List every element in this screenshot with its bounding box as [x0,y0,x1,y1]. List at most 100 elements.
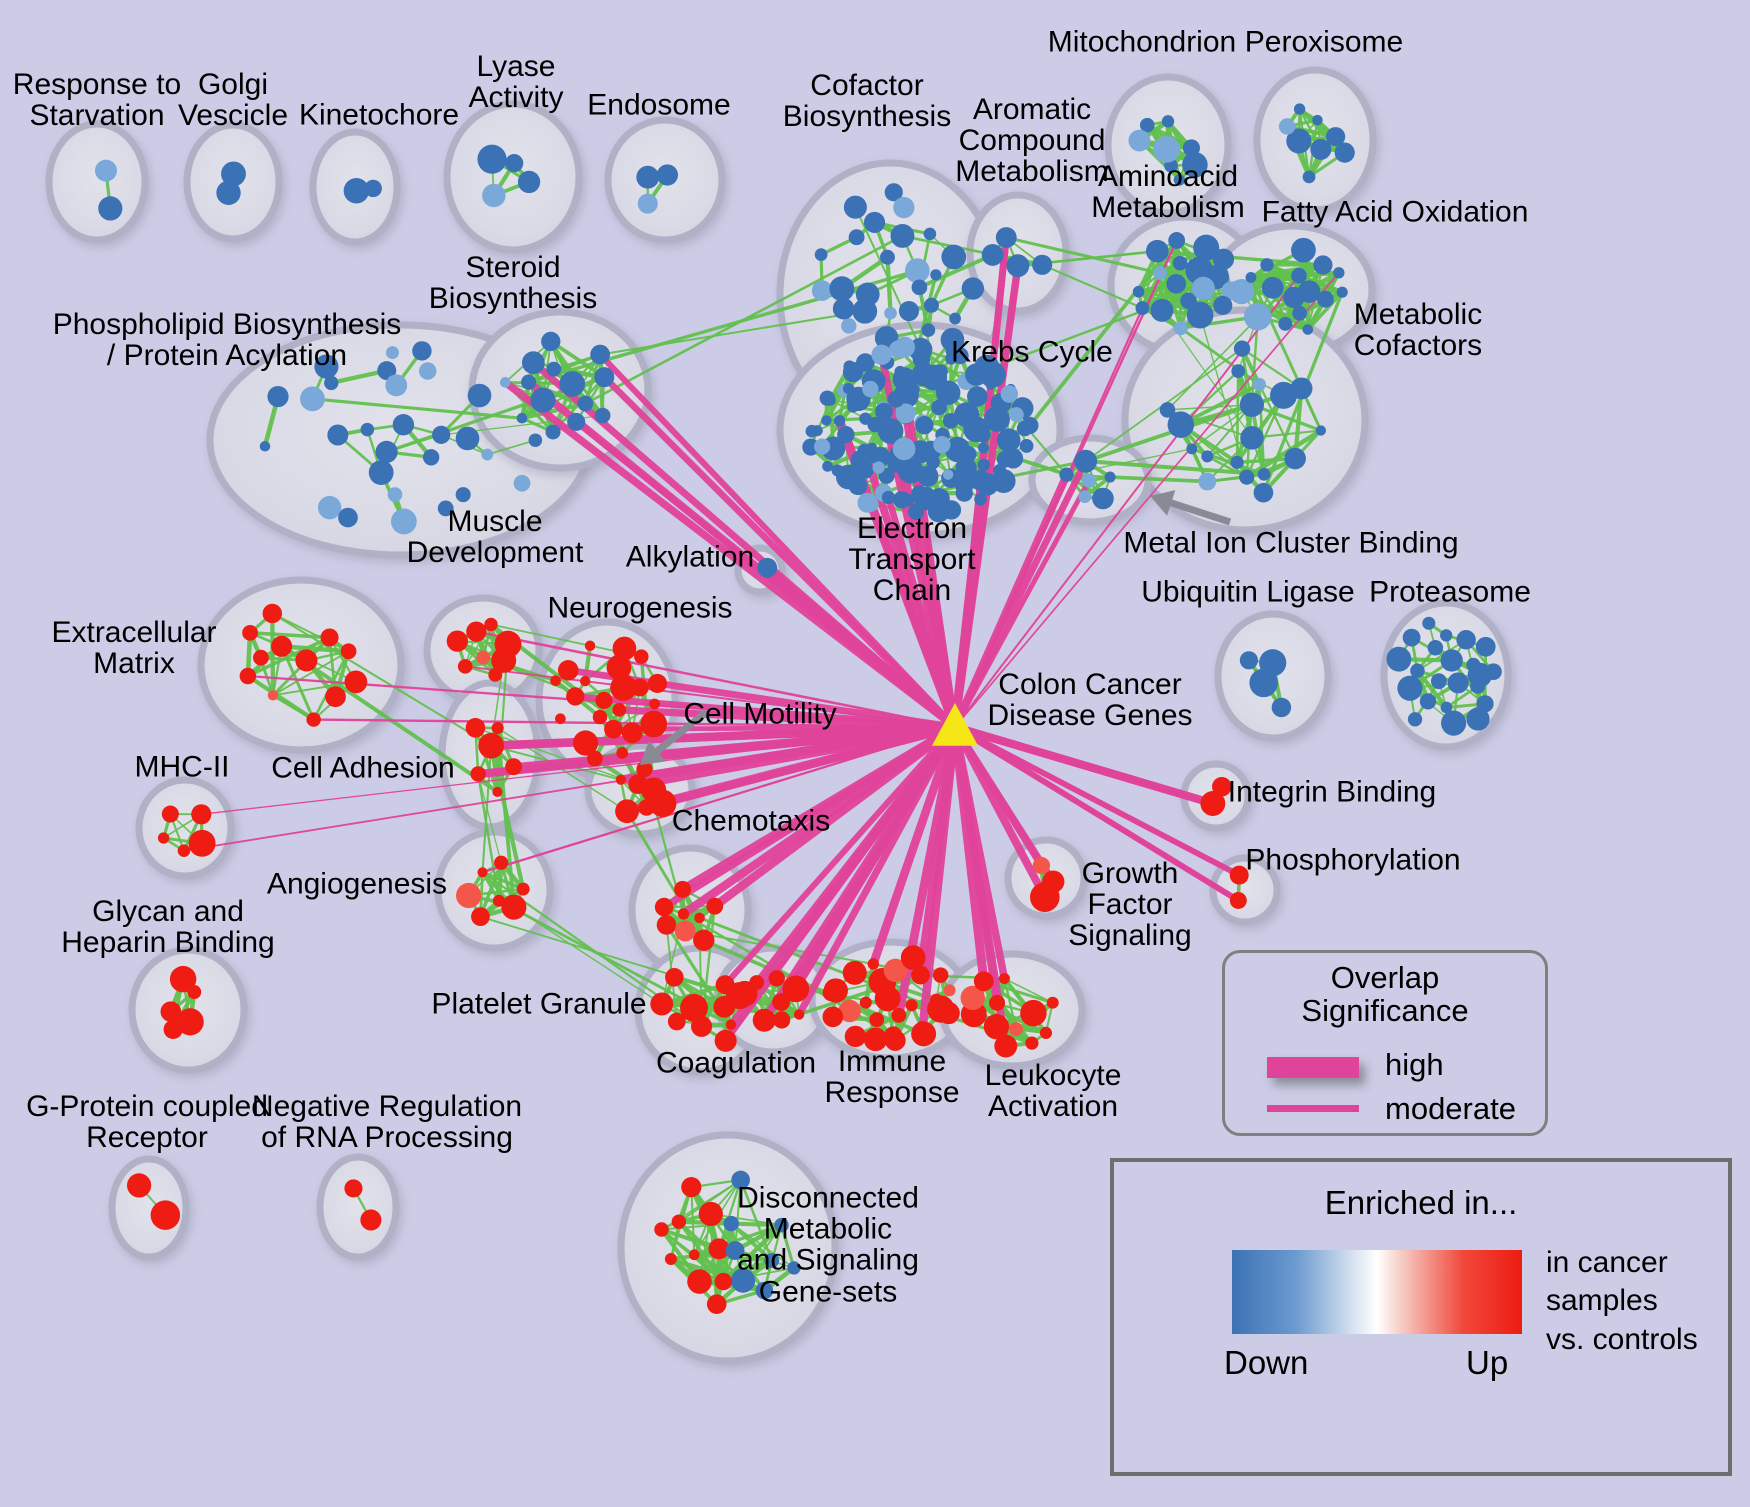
gene-set-node [887,390,905,408]
pink-edge [619,706,956,731]
gene-set-node [300,386,325,412]
gene-set-node [592,709,608,725]
gene-set-node [545,424,561,440]
gene-set-node [850,449,872,472]
gene-set-node [343,178,370,204]
gene-set-node [1173,174,1186,186]
gene-set-node [688,1249,700,1261]
green-edge [481,870,524,891]
gene-set-node [838,999,861,1023]
gene-set-node [996,428,1021,453]
gene-set-node [725,1019,737,1030]
gene-set-node [1212,248,1235,270]
green-edge [478,862,503,918]
gene-set-node [893,196,915,219]
gene-set-node [1292,305,1307,321]
gene-set-node [706,897,724,915]
gene-set-node [877,418,904,444]
gene-set-node [577,395,594,412]
gene-set-node [615,799,639,824]
gene-set-node [1310,138,1332,160]
gene-set-node [1278,316,1293,331]
gene-set-node [1422,616,1436,630]
pink-edge [183,726,956,852]
gene-set-node [1229,279,1255,305]
gene-set-node [1229,892,1247,909]
gene-set-node [884,183,903,202]
enrichment-side-text: in cancer samples vs. controls [1546,1246,1698,1356]
gene-set-node [216,180,241,205]
green-edge [513,906,663,1005]
green-edge [521,376,605,420]
green-edge [249,631,330,640]
green-edge [1245,394,1285,478]
green-edge [1167,403,1252,411]
gene-set-node [262,603,283,624]
gene-set-node [477,144,507,174]
hub-triangle[interactable] [931,703,979,746]
gene-set-node [890,223,915,248]
gene-set-node [169,965,197,993]
pink-edge [792,725,959,991]
gene-set-node [566,687,585,706]
gene-set-node [314,354,339,379]
gene-set-node [1032,254,1053,275]
gene-set-node [923,297,939,313]
gene-set-node [1427,640,1444,656]
pink-edge [953,723,1214,807]
gene-set-node [1302,324,1314,335]
gene-set-node [857,492,878,513]
green-edge [731,1221,782,1228]
pink-edge [950,464,989,728]
gene-set-node [764,1253,780,1268]
gene-set-node [1201,450,1214,463]
gene-set-node [559,371,586,397]
gene-set-node [921,323,936,337]
gene-set-node [1032,856,1051,875]
gene-set-node [983,1013,1010,1040]
green-edge [721,1223,784,1284]
gene-set-node [731,1170,750,1190]
gene-set-node [1244,302,1272,331]
green-edge [1245,428,1323,480]
gene-set-node [385,374,408,397]
gene-set-node [772,993,791,1012]
gene-set-node [1182,152,1208,178]
green-edge [312,397,523,420]
gene-set-node [691,1015,713,1037]
gene-set-node [1008,1022,1023,1037]
gene-set-node [782,975,810,1003]
gene-set-node [1139,117,1155,133]
green-edge [521,401,586,421]
gene-set-node [317,495,342,520]
gene-set-node [338,507,358,528]
gene-set-node [1161,115,1175,128]
gene-set-nodes [94,103,1502,1314]
gene-set-node [930,269,942,281]
gene-set-node [295,649,318,672]
gene-set-node [954,402,980,428]
gene-set-node [1132,285,1145,298]
pink-edge [952,725,1044,868]
gene-set-node [674,880,692,898]
pink-edge [951,459,1089,729]
gene-set-node [615,774,626,785]
gene-set-node [1008,407,1024,422]
gene-set-node [671,1214,687,1229]
gene-set-node [517,170,541,194]
green-edge [272,693,315,721]
enrichment-legend-title: Enriched in... [1324,1184,1518,1221]
gene-set-node [723,1215,739,1232]
green-edge [280,644,499,794]
gene-set-node [259,441,271,452]
gene-set-node [822,1006,844,1028]
gene-set-node [1270,381,1298,409]
gene-set-node [892,437,916,461]
green-edge [918,253,994,290]
gene-set-node [1291,267,1307,284]
green-edge [1251,403,1322,433]
gene-set-node [253,649,269,666]
gene-set-node [1336,286,1348,298]
gene-set-node [961,277,985,300]
gene-set-node [1019,439,1034,453]
